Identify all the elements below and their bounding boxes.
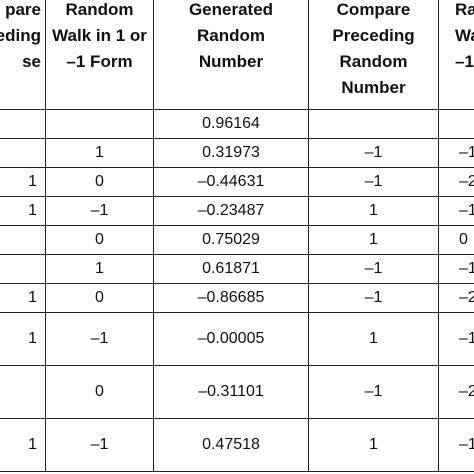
table-cell xyxy=(308,109,439,139)
table-cell: 1 xyxy=(0,196,46,226)
table-cell: –1 xyxy=(45,312,154,366)
table-cell: 0.31973 xyxy=(153,138,309,168)
header-random-walk-2: Rand Walk in –1 Fo xyxy=(438,0,474,110)
table-cell: 1 xyxy=(308,196,439,226)
table-cell: 1 xyxy=(308,418,439,472)
table-cell: 1 xyxy=(0,167,46,197)
table-cell: –1 xyxy=(438,138,474,168)
table-cell: –1 xyxy=(308,138,439,168)
table-row: 1 0.31973 –1 –1 xyxy=(0,138,474,168)
table-cell: 1 xyxy=(308,312,439,366)
table-cell: 1 xyxy=(0,418,46,472)
header-random-walk: Random Walk in 1 or –1 Form xyxy=(45,0,154,110)
table-cell: 0 xyxy=(45,365,154,419)
table-cell: 0.47518 xyxy=(153,418,309,472)
table-cell: 0 xyxy=(45,167,154,197)
table-cell: 0 xyxy=(45,283,154,313)
table-cell xyxy=(0,109,46,139)
table-cell: –1 xyxy=(308,167,439,197)
table-row: 1 0 –0.44631 –1 –2 xyxy=(0,167,474,197)
table-cell: –0.44631 xyxy=(153,167,309,197)
table-cell xyxy=(45,109,154,139)
table-cell: –0.23487 xyxy=(153,196,309,226)
table-row: 1 0.61871 –1 –1 xyxy=(0,254,474,284)
table-cell: –1 xyxy=(438,254,474,284)
table-cell: –0.31101 xyxy=(153,365,309,419)
table-cell: –1 xyxy=(438,196,474,226)
table-cell: –0.00005 xyxy=(153,312,309,366)
table-cell: –2 xyxy=(438,167,474,197)
table-cell: 1 xyxy=(308,225,439,255)
header-compare-preceding-sign: pare eding se xyxy=(0,0,46,110)
table-cell: –1 xyxy=(438,418,474,472)
table-cell: –1 xyxy=(308,254,439,284)
header-generated-random-number: Generated Random Number xyxy=(153,0,309,110)
table-cell: 1 xyxy=(45,138,154,168)
table-cell: 1 xyxy=(45,254,154,284)
table-row: 1 0 –0.86685 –1 –2 xyxy=(0,283,474,313)
table-row: 1 –1 –0.00005 1 –1 xyxy=(0,312,474,366)
header-compare-preceding-random-number: Compare Preceding Random Number xyxy=(308,0,439,110)
table-cell xyxy=(0,365,46,419)
table-cell: 0.96164 xyxy=(153,109,309,139)
table-row: 1 –1 0.47518 1 –1 xyxy=(0,418,474,472)
table-cell: –1 xyxy=(438,312,474,366)
table-row: 0 –0.31101 –1 –2 xyxy=(0,365,474,419)
table-cell: –1 xyxy=(45,196,154,226)
table-cell xyxy=(0,225,46,255)
table-cell xyxy=(438,109,474,139)
table-cell: 0 xyxy=(438,225,474,255)
table-cell: 0.75029 xyxy=(153,225,309,255)
table-cell xyxy=(0,254,46,284)
table-cell xyxy=(0,138,46,168)
table-row: 0.96164 xyxy=(0,109,474,139)
table-cell: 1 xyxy=(0,283,46,313)
table-cell: –1 xyxy=(308,365,439,419)
table-cell: –1 xyxy=(308,283,439,313)
table-cell: –0.86685 xyxy=(153,283,309,313)
header-row: pare eding se Random Walk in 1 or –1 For… xyxy=(0,0,474,110)
table-cell: –1 xyxy=(45,418,154,472)
table-row: 1 –1 –0.23487 1 –1 xyxy=(0,196,474,226)
table-cell: 0.61871 xyxy=(153,254,309,284)
table-cell: 1 xyxy=(0,312,46,366)
table-cell: –2 xyxy=(438,365,474,419)
table-cell: –2 xyxy=(438,283,474,313)
table-row: 0 0.75029 1 0 xyxy=(0,225,474,255)
table-cell: 0 xyxy=(45,225,154,255)
